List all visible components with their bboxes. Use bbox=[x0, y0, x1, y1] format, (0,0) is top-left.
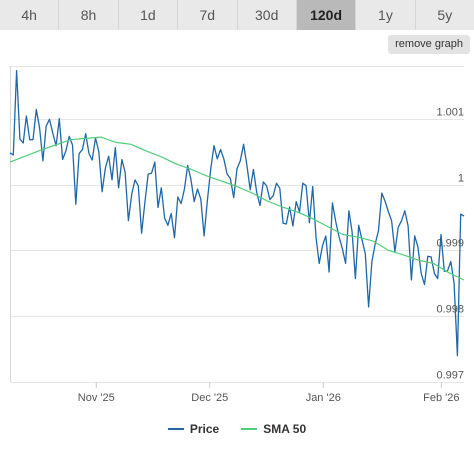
range-tab-4h[interactable]: 4h bbox=[0, 0, 60, 30]
legend-swatch-sma bbox=[241, 428, 258, 430]
range-tab-1d[interactable]: 1d bbox=[118, 0, 179, 30]
y-tick-label: 0.998 bbox=[436, 304, 464, 316]
time-range-selector: 4h 8h 1d 7d 30d 120d 1y 5y bbox=[0, 0, 474, 30]
y-tick-label: 0.999 bbox=[436, 238, 464, 250]
range-tab-8h[interactable]: 8h bbox=[59, 0, 119, 30]
series-layer bbox=[9, 69, 465, 357]
legend-label-sma: SMA 50 bbox=[263, 422, 307, 436]
legend-item-sma[interactable]: SMA 50 bbox=[241, 422, 306, 436]
chart-legend: Price SMA 50 bbox=[0, 421, 474, 437]
range-tab-120d[interactable]: 120d bbox=[296, 0, 357, 30]
remove-graph-button[interactable]: remove graph bbox=[388, 35, 470, 54]
sma-50-line bbox=[9, 136, 465, 281]
x-tick-label: Jan '26 bbox=[306, 392, 341, 404]
range-tab-1y[interactable]: 1y bbox=[356, 0, 416, 30]
grid-lines bbox=[10, 66, 464, 383]
y-tick-label: 1.001 bbox=[436, 107, 464, 119]
x-tick-label: Feb '26 bbox=[423, 392, 459, 404]
legend-swatch-price bbox=[167, 428, 184, 430]
x-tick-label: Nov '25 bbox=[78, 392, 115, 404]
legend-item-price[interactable]: Price bbox=[167, 422, 220, 436]
y-tick-label: 1 bbox=[458, 173, 464, 185]
x-axis: Nov '25 Dec '25 Jan '26 Feb '26 bbox=[78, 382, 459, 404]
legend-label-price: Price bbox=[189, 422, 220, 436]
y-axis: 1.001 1 0.999 0.998 0.997 bbox=[436, 107, 464, 382]
y-tick-label: 0.997 bbox=[436, 370, 464, 382]
price-line bbox=[9, 69, 465, 357]
x-tick-label: Dec '25 bbox=[191, 392, 228, 404]
range-tab-5y[interactable]: 5y bbox=[415, 0, 474, 30]
range-tab-30d[interactable]: 30d bbox=[237, 0, 297, 30]
range-tab-7d[interactable]: 7d bbox=[178, 0, 238, 30]
